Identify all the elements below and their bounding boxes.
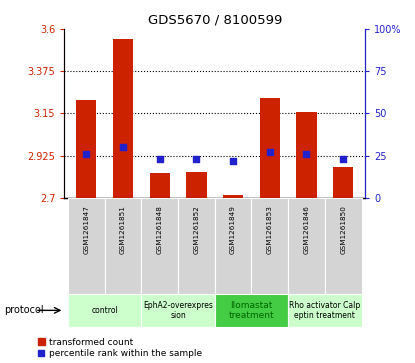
Bar	[178, 198, 215, 294]
Text: GSM1261853: GSM1261853	[267, 205, 273, 254]
Bar	[76, 100, 96, 198]
Point	[83, 151, 90, 157]
Legend: transformed count, percentile rank within the sample: transformed count, percentile rank withi…	[38, 338, 202, 359]
Bar	[296, 113, 317, 198]
Text: protocol: protocol	[4, 305, 44, 315]
Point	[340, 156, 347, 162]
Bar	[150, 172, 170, 198]
Bar	[223, 195, 243, 198]
Bar	[251, 198, 288, 294]
Text: GSM1261851: GSM1261851	[120, 205, 126, 254]
Bar	[142, 294, 215, 327]
Bar	[215, 294, 288, 327]
Bar	[325, 198, 361, 294]
Bar	[68, 294, 142, 327]
Bar	[113, 39, 133, 198]
Text: GSM1261850: GSM1261850	[340, 205, 346, 254]
Text: GSM1261847: GSM1261847	[83, 205, 89, 254]
Text: control: control	[91, 306, 118, 315]
Bar	[142, 198, 178, 294]
Point	[266, 149, 273, 155]
Bar	[288, 294, 361, 327]
Text: GSM1261848: GSM1261848	[157, 205, 163, 254]
Bar	[68, 198, 105, 294]
Bar	[215, 198, 251, 294]
Bar	[333, 167, 353, 198]
Text: Rho activator Calp
eptin treatment: Rho activator Calp eptin treatment	[289, 301, 361, 320]
Text: GSM1261849: GSM1261849	[230, 205, 236, 254]
Text: GSM1261846: GSM1261846	[303, 205, 310, 254]
Point	[303, 151, 310, 157]
Point	[120, 144, 126, 150]
Point	[230, 158, 237, 164]
Text: Ilomastat
treatment: Ilomastat treatment	[229, 301, 274, 320]
Bar	[260, 98, 280, 198]
Point	[156, 156, 163, 162]
Text: GSM1261852: GSM1261852	[193, 205, 200, 254]
Bar	[186, 172, 207, 198]
Title: GDS5670 / 8100599: GDS5670 / 8100599	[148, 13, 282, 26]
Point	[193, 156, 200, 162]
Bar	[288, 198, 325, 294]
Bar	[105, 198, 142, 294]
Text: EphA2-overexpres
sion: EphA2-overexpres sion	[143, 301, 213, 320]
